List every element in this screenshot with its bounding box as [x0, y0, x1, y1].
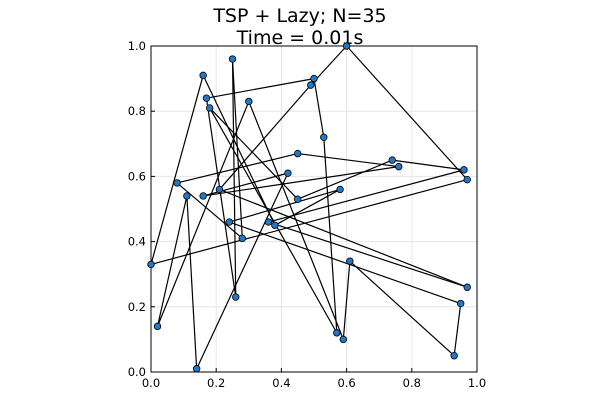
- city-point: [215, 185, 224, 194]
- tour-edge: [231, 59, 237, 298]
- y-tick-label: 0.0: [128, 365, 146, 379]
- city-point: [199, 192, 207, 200]
- city-points: [147, 42, 471, 373]
- city-point: [294, 195, 302, 203]
- city-point: [388, 156, 396, 164]
- city-point: [460, 166, 468, 174]
- city-point: [395, 162, 403, 171]
- city-point: [232, 293, 240, 301]
- tour-edge: [150, 179, 468, 265]
- tour-edge: [453, 303, 462, 356]
- city-point: [463, 175, 471, 184]
- city-point: [238, 234, 246, 243]
- city-point: [336, 185, 344, 194]
- x-tick-label: 0.8: [403, 376, 421, 390]
- city-point: [333, 329, 341, 337]
- tour-edge: [268, 169, 465, 223]
- chart-title: TSP + Lazy; N=35: [212, 5, 386, 27]
- city-point: [284, 169, 292, 177]
- tour-edge: [323, 137, 338, 333]
- city-point: [153, 322, 162, 331]
- y-tick-label: 0.2: [128, 300, 146, 314]
- tour-edge: [150, 75, 204, 265]
- city-point: [192, 365, 201, 373]
- city-point: [346, 257, 354, 265]
- city-point: [339, 335, 348, 344]
- tour-path: [150, 45, 468, 369]
- y-tick-labels: 0.0 0.2 0.4 0.6 0.8 1.0: [128, 39, 146, 379]
- axis-ticks: [150, 45, 478, 373]
- x-tick-label: 0.4: [272, 376, 290, 390]
- city-point: [225, 218, 233, 226]
- city-point: [271, 221, 279, 229]
- tour-edge: [229, 221, 461, 305]
- x-tick-label: 0.0: [142, 376, 160, 390]
- tour-edge: [342, 261, 351, 340]
- city-point: [457, 299, 465, 308]
- city-point: [228, 55, 237, 63]
- y-tick-label: 0.6: [128, 169, 146, 183]
- city-point: [310, 74, 318, 83]
- city-point: [183, 192, 191, 200]
- city-point: [320, 133, 328, 141]
- tour-edge: [231, 59, 243, 239]
- city-point: [205, 104, 214, 112]
- city-point: [199, 71, 207, 80]
- tour-edge: [202, 75, 276, 226]
- tour-edge: [219, 188, 468, 288]
- tour-edge: [297, 159, 393, 200]
- city-point: [463, 283, 471, 291]
- tour-edge: [219, 84, 312, 190]
- x-tick-labels: 0.0 0.2 0.4 0.6 0.8 1.0: [142, 376, 486, 390]
- tour-edge: [349, 260, 455, 357]
- tour-edge: [186, 195, 198, 369]
- city-point: [450, 352, 458, 360]
- city-point: [202, 94, 211, 102]
- grid: [150, 45, 478, 373]
- tour-edge: [206, 78, 315, 99]
- x-tick-label: 0.6: [337, 376, 355, 390]
- tour-edge: [346, 45, 468, 181]
- tour-edge: [297, 152, 399, 168]
- tour-edge: [196, 172, 289, 369]
- city-point: [245, 97, 253, 106]
- tour-edge: [205, 98, 237, 298]
- x-tick-label: 1.0: [468, 376, 486, 390]
- y-tick-label: 0.8: [128, 104, 146, 118]
- city-point: [294, 149, 302, 158]
- tour-edge: [176, 152, 298, 184]
- x-tick-label: 0.2: [207, 376, 225, 390]
- tour-edge: [176, 182, 243, 239]
- city-point: [307, 81, 315, 89]
- tour-edge: [313, 78, 325, 138]
- tour-edge: [156, 195, 188, 327]
- tour-edge: [248, 101, 344, 340]
- city-point: [342, 42, 351, 50]
- city-point: [264, 218, 273, 226]
- tour-edge: [203, 166, 399, 197]
- tour-edge: [229, 188, 341, 223]
- y-tick-label: 0.4: [128, 235, 146, 249]
- chart-subtitle: Time = 0.01s: [236, 27, 364, 49]
- tour-edge: [274, 188, 341, 226]
- tour-edge: [392, 159, 465, 171]
- plot-frame: [150, 45, 478, 373]
- city-point: [147, 260, 155, 269]
- city-point: [173, 179, 181, 187]
- y-tick-label: 1.0: [128, 39, 146, 53]
